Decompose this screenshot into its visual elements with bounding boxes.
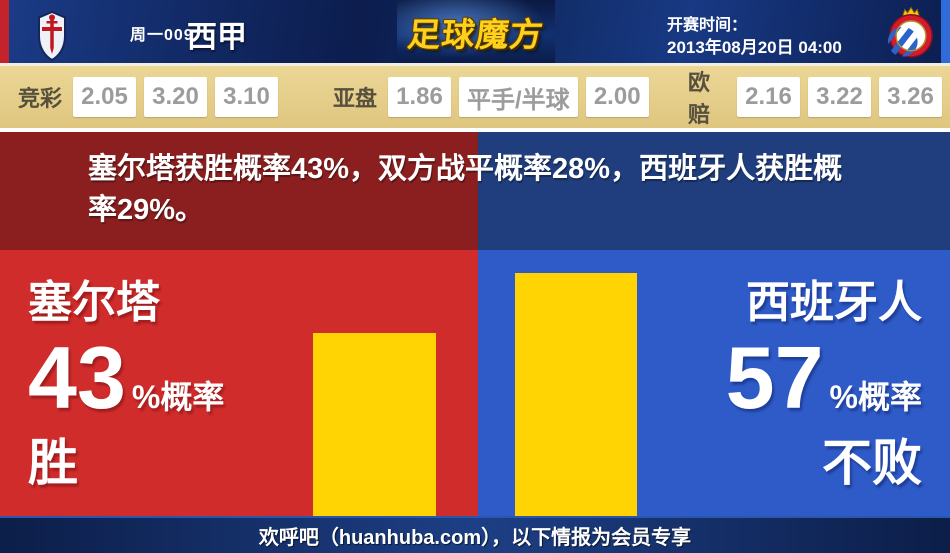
kickoff-info: 开赛时间： 2013年08月20日 04:00 <box>667 15 842 59</box>
away-team-name: 西班牙人 <box>746 278 922 327</box>
odds-value-box: 3.22 <box>808 77 871 117</box>
prediction-summary: 塞尔塔获胜概率43%，双方战平概率28%，西班牙人获胜概率29%。 <box>88 153 843 226</box>
odds-label: 亚盘 <box>333 86 378 111</box>
away-outcome-label: 不败 <box>822 435 922 491</box>
home-outcome-label: 胜 <box>28 435 78 491</box>
header-separator <box>0 63 950 66</box>
odds-group-asian-handicap: 亚盘 1.86 平手/半球 2.00 <box>333 66 657 128</box>
odds-value-box: 1.86 <box>388 77 452 117</box>
odds-value-box: 3.10 <box>215 77 279 117</box>
kickoff-time: 2013年08月20日 04:00 <box>667 38 842 57</box>
odds-value-box: 3.26 <box>879 77 942 117</box>
league-name: 西甲 <box>187 21 247 54</box>
site-logo: 足球魔方 <box>397 0 555 63</box>
home-accent-stripe <box>0 0 9 63</box>
odds-group-european-odds: 欧赔 2.16 3.22 3.26 <box>688 66 950 128</box>
home-team-name: 塞尔塔 <box>28 278 160 327</box>
home-percent-row: 43 %概率 <box>28 330 224 426</box>
odds-group-sports-lottery: 竞彩 2.05 3.20 3.10 <box>18 66 286 128</box>
home-percent-value: 43 <box>28 328 126 427</box>
away-probability-bar <box>515 273 637 516</box>
away-stats-block: 西班牙人 57 %概率 不败 <box>726 276 922 492</box>
odds-separator <box>0 128 950 132</box>
odds-label: 欧赔 <box>688 70 711 127</box>
summary-band-away-half <box>478 132 950 250</box>
match-header: 周一009 西甲 足球魔方 开赛时间： 2013年08月20日 04:00 <box>0 0 950 63</box>
kickoff-label: 开赛时间： <box>667 17 748 34</box>
odds-value-box: 3.20 <box>144 77 208 117</box>
odds-strip: 竞彩 2.05 3.20 3.10 亚盘 1.86 平手/半球 2.00 欧赔 … <box>0 66 950 128</box>
odds-value-box: 2.00 <box>585 77 649 117</box>
home-stats-block: 塞尔塔 43 %概率 胜 <box>28 276 224 492</box>
home-probability-bar <box>313 333 436 516</box>
probability-panels: 塞尔塔 43 %概率 胜 西班牙人 57 %概率 不败 <box>0 250 950 516</box>
site-logo-text: 足球魔方 <box>405 15 546 53</box>
summary-band: 塞尔塔获胜概率43%，双方战平概率28%，西班牙人获胜概率29%。 <box>0 132 950 250</box>
summary-band-home-half <box>0 132 478 250</box>
home-team-crest-icon <box>38 10 66 62</box>
odds-value-box: 平手/半球 <box>459 77 578 117</box>
away-percent-suffix: %概率 <box>829 379 922 415</box>
odds-value-box: 2.16 <box>737 77 800 117</box>
odds-label: 竞彩 <box>18 86 63 111</box>
home-percent-suffix: %概率 <box>131 379 225 415</box>
match-code: 周一009 <box>130 27 194 44</box>
odds-value-box: 2.05 <box>73 77 137 117</box>
away-team-crest-icon <box>887 6 935 59</box>
footer-bar: 欢呼吧（huanhuba.com），以下情报为会员专享 <box>0 516 950 553</box>
footer-text: 欢呼吧（huanhuba.com），以下情报为会员专享 <box>258 527 692 549</box>
away-percent-value: 57 <box>725 328 824 427</box>
away-accent-stripe <box>941 0 950 63</box>
away-percent-row: 57 %概率 <box>726 330 922 426</box>
